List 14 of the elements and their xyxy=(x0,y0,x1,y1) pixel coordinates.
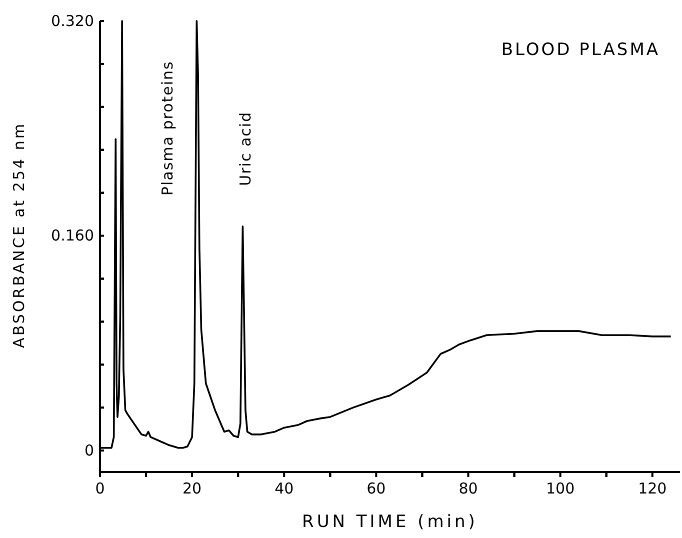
y-tick-label: 0.160 xyxy=(51,226,94,245)
y-axis-title: ABSORBANCE at 254 nm xyxy=(10,122,28,348)
y-tick-label: 0.320 xyxy=(51,12,94,30)
y-tick-label: 0 xyxy=(84,441,94,460)
text: BLOOD PLASMA xyxy=(501,40,660,60)
annotation: Plasma proteins xyxy=(158,60,177,196)
annotation: Uric acid xyxy=(236,111,255,186)
x-tick-label: 40 xyxy=(274,480,294,498)
x-tick-label: 80 xyxy=(458,480,478,498)
x-axis-title: RUN TIME (min) xyxy=(302,512,478,532)
x-tick-label: 20 xyxy=(182,480,202,498)
x-tick-label: 120 xyxy=(638,480,667,498)
x-tick-label: 100 xyxy=(546,480,575,498)
x-tick-label: 60 xyxy=(366,480,386,498)
